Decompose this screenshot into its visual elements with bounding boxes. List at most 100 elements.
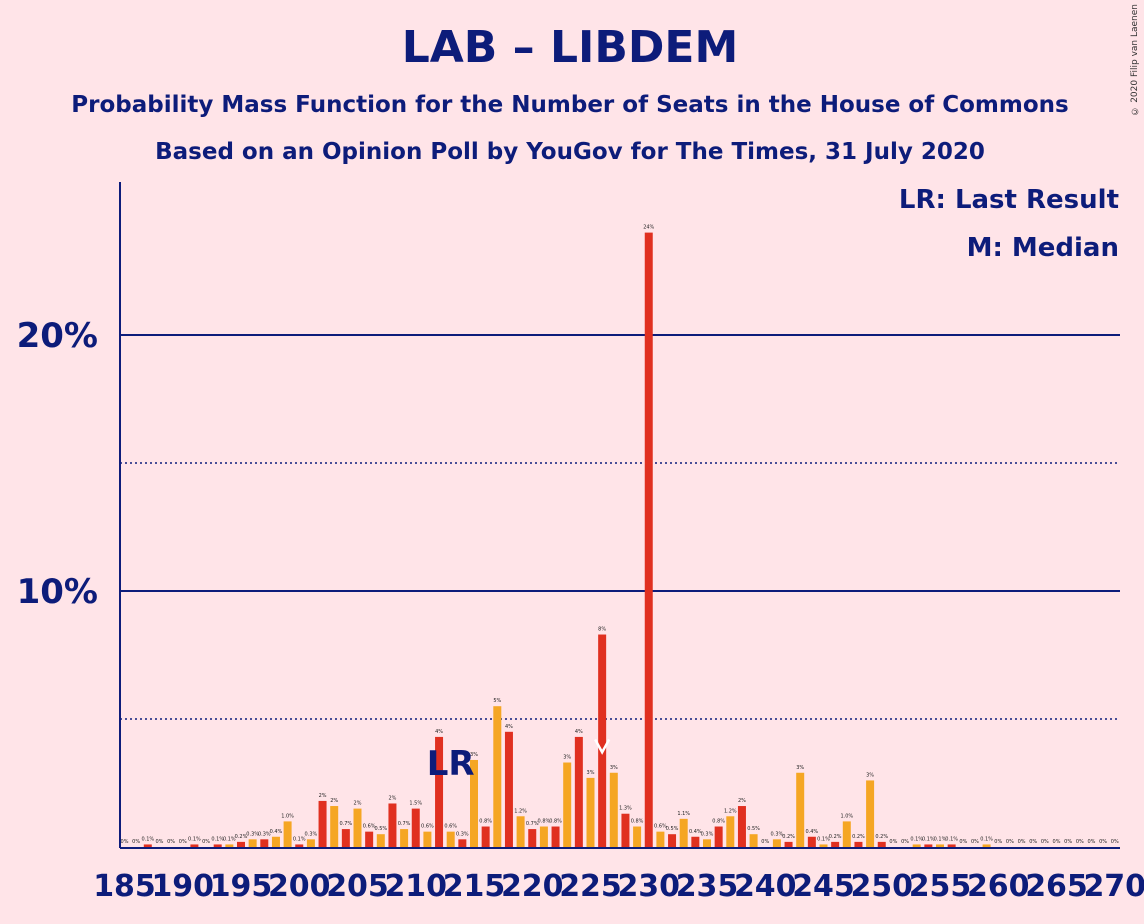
bar xyxy=(854,841,863,847)
bar-data-label: 24% xyxy=(643,225,654,231)
x-tick-label: 260 xyxy=(967,869,1030,904)
bar xyxy=(353,808,362,847)
x-tick-label: 245 xyxy=(792,869,855,904)
bar-data-label: 0% xyxy=(1087,839,1095,845)
bar xyxy=(388,803,397,847)
x-tick-label: 255 xyxy=(909,869,972,904)
bar-data-label: 0.1% xyxy=(223,836,236,842)
bar xyxy=(598,634,607,847)
bar-data-label: 0% xyxy=(1111,839,1119,845)
bar xyxy=(668,834,677,847)
bar xyxy=(493,706,502,847)
chart-title: LAB – LIBDEM xyxy=(401,22,739,73)
bar xyxy=(516,816,525,847)
bar-data-label: 0.1% xyxy=(934,836,947,842)
bar xyxy=(225,844,234,847)
x-tick-label: 205 xyxy=(326,869,389,904)
bar-data-label: 0% xyxy=(1041,839,1049,845)
bar-data-label: 3% xyxy=(563,755,571,761)
bar-data-label: 0.3% xyxy=(305,831,318,837)
last-result-marker: LR xyxy=(427,744,475,784)
bar-data-label: 0.2% xyxy=(875,834,888,840)
bar-data-label: 0% xyxy=(121,839,129,845)
bar-data-label: 0% xyxy=(971,839,979,845)
bar-data-label: 0.6% xyxy=(363,824,376,830)
x-tick-label: 185 xyxy=(93,869,156,904)
x-tick-label: 240 xyxy=(734,869,797,904)
bar-data-label: 0.3% xyxy=(258,831,271,837)
bar-data-label: 0.6% xyxy=(444,824,457,830)
bar-data-label: 0% xyxy=(167,839,175,845)
bar xyxy=(470,759,478,847)
bar-data-label: 0% xyxy=(1099,839,1107,845)
bar-data-label: 0.5% xyxy=(666,826,679,832)
bar-data-label: 0.4% xyxy=(805,829,818,835)
bar xyxy=(143,844,152,847)
bar xyxy=(609,772,618,847)
bar-data-label: 0% xyxy=(889,839,897,845)
bar-data-label: 0.5% xyxy=(374,826,387,832)
bar-data-label: 1.3% xyxy=(619,806,632,812)
bar-data-label: 0% xyxy=(1064,839,1072,845)
bar-data-label: 4% xyxy=(575,729,583,735)
bar-data-label: 0.7% xyxy=(526,821,539,827)
bar xyxy=(691,836,700,847)
bar-data-label: 0.8% xyxy=(479,819,492,825)
bar xyxy=(330,806,339,847)
bar xyxy=(481,826,490,847)
bar xyxy=(621,813,630,847)
bar-data-label: 0% xyxy=(179,839,187,845)
bar xyxy=(737,806,746,847)
x-tick-label: 200 xyxy=(268,869,331,904)
bar xyxy=(306,839,315,847)
bar-data-label: 0.3% xyxy=(701,831,714,837)
bar xyxy=(656,831,665,847)
bar xyxy=(726,816,735,847)
bar xyxy=(504,731,513,847)
bar-data-label: 1.0% xyxy=(840,813,853,819)
bar xyxy=(260,839,269,847)
bar-data-label: 0% xyxy=(959,839,967,845)
bar xyxy=(365,831,374,847)
bar xyxy=(936,844,944,847)
bar-data-label: 0.6% xyxy=(421,824,434,830)
bar-data-label: 0.8% xyxy=(538,819,551,825)
x-tick-label: 270 xyxy=(1083,869,1144,904)
bar xyxy=(574,736,583,847)
bar-data-label: 0% xyxy=(132,839,140,845)
bar-data-label: 0.6% xyxy=(654,824,667,830)
bar-data-label: 0.1% xyxy=(945,836,958,842)
bar-data-label: 0% xyxy=(1006,839,1014,845)
bar xyxy=(807,836,816,847)
legend-median: M: Median xyxy=(966,233,1119,263)
bar xyxy=(784,841,793,847)
bar-data-label: 3% xyxy=(796,765,804,771)
bar-data-label: 1.5% xyxy=(409,801,422,807)
bar xyxy=(423,831,432,847)
bar xyxy=(376,834,385,847)
bar-data-label: 0% xyxy=(1029,839,1037,845)
bar-data-label: 3% xyxy=(610,765,618,771)
bar-data-label: 0.7% xyxy=(339,821,352,827)
bar-data-label: 0.4% xyxy=(689,829,702,835)
x-tick-label: 265 xyxy=(1025,869,1088,904)
y-tick-label: 20% xyxy=(17,316,98,356)
x-tick-label: 235 xyxy=(676,869,739,904)
bar-data-label: 0% xyxy=(901,839,909,845)
bar-data-label: 1.1% xyxy=(677,811,690,817)
median-marker xyxy=(594,738,611,755)
bar xyxy=(551,826,560,847)
bar-data-label: 0.4% xyxy=(270,829,283,835)
bar-data-label: 0.1% xyxy=(980,836,993,842)
bar xyxy=(877,841,886,847)
x-tick-label: 195 xyxy=(210,869,273,904)
bar xyxy=(749,834,758,847)
bar-data-label: 0% xyxy=(1053,839,1061,845)
bar-data-label: 0.1% xyxy=(817,836,830,842)
bar-data-label: 0% xyxy=(1018,839,1026,845)
bar xyxy=(679,818,688,847)
x-tick-label: 215 xyxy=(443,869,506,904)
bar-data-label: 0.1% xyxy=(211,836,224,842)
x-tick-label: 210 xyxy=(384,869,447,904)
